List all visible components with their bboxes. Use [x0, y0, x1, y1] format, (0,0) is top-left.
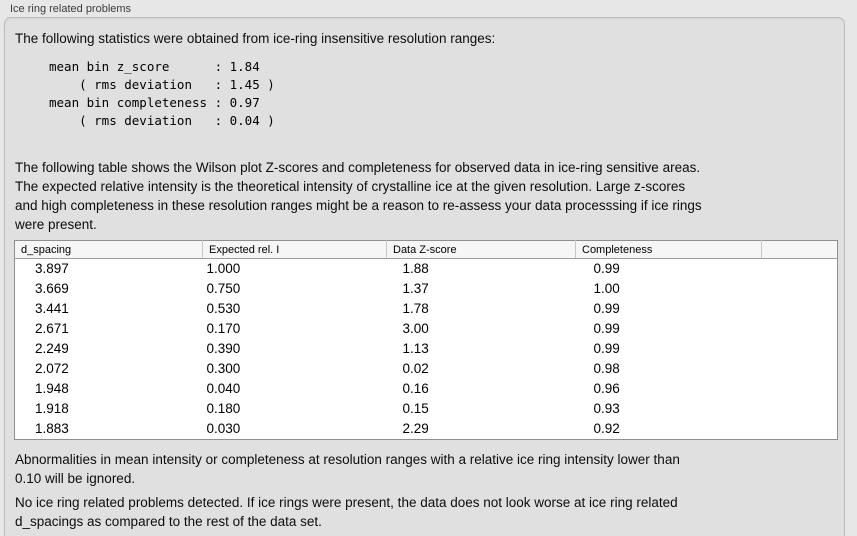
cell-data-z-score: 1.78 [402, 301, 429, 316]
group-box: The following statistics were obtained f… [4, 17, 845, 536]
cell-completeness: 0.99 [593, 261, 620, 276]
note-text: Abnormalities in mean intensity or compl… [15, 452, 680, 486]
cell-empty [762, 419, 838, 440]
cell-data-z-score: 0.16 [402, 381, 429, 396]
table-description: The following table shows the Wilson plo… [15, 160, 702, 232]
cell-completeness: 0.92 [593, 421, 620, 436]
cell-d-spacing: 3.897 [35, 261, 69, 276]
cell-completeness: 0.93 [593, 401, 620, 416]
cell-empty [762, 399, 838, 419]
conclusion-text: No ice ring related problems detected. I… [15, 495, 678, 529]
column-header-completeness[interactable]: Completeness [575, 240, 762, 259]
cell-d-spacing: 2.072 [35, 361, 69, 376]
cell-d-spacing: 1.918 [35, 401, 69, 416]
intro-text: The following statistics were obtained f… [15, 31, 496, 46]
table-row[interactable]: 3.897 1.000 1.88 0.99 [15, 259, 838, 280]
cell-data-z-score: 1.13 [402, 341, 429, 356]
cell-empty [762, 339, 838, 359]
cell-d-spacing: 1.883 [35, 421, 69, 436]
cell-data-z-score: 2.29 [402, 421, 429, 436]
cell-completeness: 0.99 [593, 341, 620, 356]
cell-expected-rel-i: 0.390 [206, 341, 241, 356]
table-row[interactable]: 3.441 0.530 1.78 0.99 [15, 299, 838, 319]
cell-empty [762, 299, 838, 319]
cell-completeness: 0.98 [593, 361, 620, 376]
cell-empty [762, 279, 838, 299]
cell-expected-rel-i: 0.170 [206, 321, 241, 336]
cell-data-z-score: 0.02 [402, 361, 429, 376]
table-row[interactable]: 3.669 0.750 1.37 1.00 [15, 279, 838, 299]
table-row[interactable]: 1.883 0.030 2.29 0.92 [15, 419, 838, 440]
cell-expected-rel-i: 0.300 [206, 361, 241, 376]
cell-data-z-score: 1.37 [402, 281, 429, 296]
group-box-title: Ice ring related problems [10, 3, 132, 15]
cell-completeness: 1.00 [593, 281, 620, 296]
cell-expected-rel-i: 1.000 [206, 261, 241, 276]
table-row[interactable]: 1.918 0.180 0.15 0.93 [15, 399, 838, 419]
table-row[interactable]: 1.948 0.040 0.16 0.96 [15, 379, 838, 399]
column-header-expected-rel-i[interactable]: Expected rel. I [202, 240, 387, 259]
column-header-d-spacing[interactable]: d_spacing [14, 240, 203, 259]
table-header-row: d_spacing Expected rel. I Data Z-score C… [14, 240, 838, 259]
column-header-empty[interactable] [761, 240, 838, 259]
cell-d-spacing: 3.669 [35, 281, 69, 296]
cell-d-spacing: 3.441 [35, 301, 69, 316]
cell-data-z-score: 0.15 [402, 401, 429, 416]
table-row[interactable]: 2.671 0.170 3.00 0.99 [15, 319, 838, 339]
column-header-data-z-score[interactable]: Data Z-score [386, 240, 576, 259]
cell-expected-rel-i: 0.530 [206, 301, 241, 316]
table-row[interactable]: 2.249 0.390 1.13 0.99 [15, 339, 838, 359]
cell-completeness: 0.99 [593, 321, 620, 336]
cell-d-spacing: 2.671 [35, 321, 69, 336]
table-row[interactable]: 2.072 0.300 0.02 0.98 [15, 359, 838, 379]
cell-completeness: 0.96 [593, 381, 620, 396]
cell-empty [762, 319, 838, 339]
cell-expected-rel-i: 0.750 [206, 281, 241, 296]
cell-expected-rel-i: 0.030 [206, 421, 241, 436]
cell-empty [762, 259, 838, 280]
ice-ring-table: d_spacing Expected rel. I Data Z-score C… [14, 240, 838, 440]
cell-empty [762, 359, 838, 379]
cell-empty [762, 379, 838, 399]
cell-expected-rel-i: 0.040 [206, 381, 241, 396]
stats-block: mean bin z_score : 1.84 ( rms deviation … [49, 59, 275, 128]
cell-d-spacing: 2.249 [35, 341, 69, 356]
cell-completeness: 0.99 [593, 301, 620, 316]
cell-d-spacing: 1.948 [35, 381, 69, 396]
cell-expected-rel-i: 0.180 [206, 401, 241, 416]
cell-data-z-score: 1.88 [402, 261, 429, 276]
cell-data-z-score: 3.00 [402, 321, 429, 336]
